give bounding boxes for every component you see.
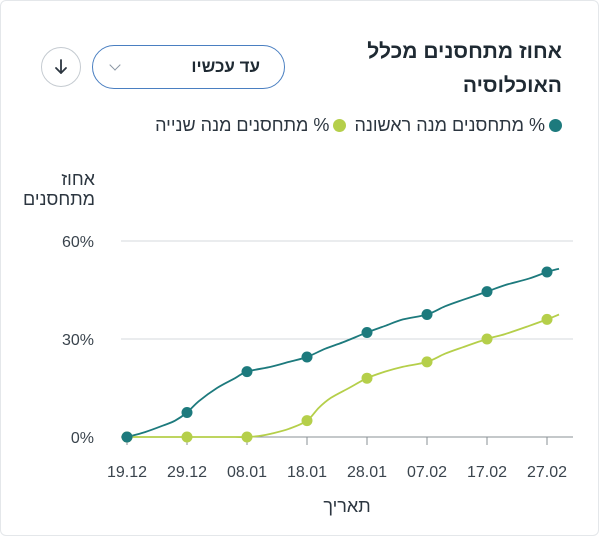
y-tick-label: 30% xyxy=(62,332,94,349)
legend-item-second-dose[interactable]: % מתחסנים מנה שנייה xyxy=(155,115,347,136)
data-point-second-dose xyxy=(541,313,553,325)
line-chart: 0% 30% 60% 19.12 29.12 08.01 18.01 28.01 07.02 17… xyxy=(62,234,573,516)
legend-item-first-dose[interactable]: % מתחסנים מנה ראשונה xyxy=(354,115,562,136)
data-point-first-dose xyxy=(181,407,193,418)
x-tick-label: 28.01 xyxy=(347,464,387,481)
download-button[interactable] xyxy=(41,47,81,87)
arrow-down-icon xyxy=(55,59,67,74)
data-point-first-dose xyxy=(541,266,553,278)
legend-label-second-dose: % מתחסנים מנה שנייה xyxy=(155,115,330,135)
legend-label-first-dose: % מתחסנים מנה ראשונה xyxy=(354,115,545,135)
period-select-value: עד עכשיו xyxy=(191,57,260,76)
data-point-first-dose xyxy=(121,431,133,443)
x-tick-label: 19.12 xyxy=(107,464,147,481)
series-line-second-dose xyxy=(127,313,560,438)
data-point-first-dose xyxy=(241,366,253,378)
x-tick-label: 18.01 xyxy=(287,464,327,481)
data-point-second-dose xyxy=(481,333,493,345)
data-point-second-dose xyxy=(241,431,253,443)
y-tick-label: 60% xyxy=(62,234,94,251)
y-tick-label: 0% xyxy=(71,430,94,447)
data-point-first-dose xyxy=(421,309,433,320)
chart-title: אחוז מתחסנים מכלל האוכלוסיה xyxy=(367,40,562,97)
data-point-first-dose xyxy=(361,326,373,338)
data-point-second-dose xyxy=(361,372,373,384)
chart-legend: % מתחסנים מנה ראשונה % מתחסנים מנה שנייה xyxy=(147,115,562,136)
data-point-first-dose xyxy=(481,286,493,298)
period-select[interactable]: עד עכשיו xyxy=(92,45,285,89)
legend-dot-first-dose xyxy=(549,119,562,132)
data-point-second-dose xyxy=(421,356,433,368)
data-point-first-dose xyxy=(301,351,313,363)
x-tick-label: 29.12 xyxy=(167,464,207,481)
x-tick-label: 27.02 xyxy=(527,464,567,481)
legend-dot-second-dose xyxy=(333,119,347,132)
x-tick-label: 17.02 xyxy=(467,464,507,481)
y-axis-label: אחוז מתחסנים xyxy=(23,169,95,209)
x-tick-label: 08.01 xyxy=(227,464,267,481)
chart-card: אחוז מתחסנים מכלל האוכלוסיה עד עכשיו % מ… xyxy=(0,0,599,536)
x-tick-label: 07.02 xyxy=(407,464,447,481)
data-point-second-dose xyxy=(301,415,313,427)
data-point-second-dose xyxy=(181,431,193,443)
x-axis-label: תאריך xyxy=(323,496,370,516)
